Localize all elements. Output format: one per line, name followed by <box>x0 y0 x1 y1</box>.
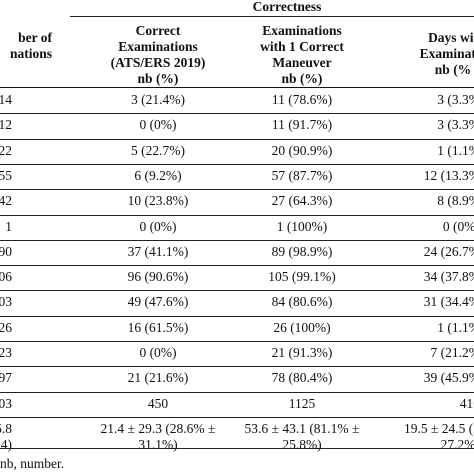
table-cell: 21 (21.6%) <box>127 370 189 386</box>
table-cell: 97 <box>0 370 12 386</box>
column-header-line: Examinations <box>118 39 198 54</box>
row-divider <box>0 416 474 418</box>
row-divider <box>0 315 474 317</box>
column-header-line: Days wit <box>428 30 474 45</box>
table-cell: 34 (37.8% <box>423 269 474 285</box>
table-cell: 12 (13.3% <box>423 167 474 183</box>
summary-cell-line: 2.4) <box>0 436 12 452</box>
table-cell: 1 (100%) <box>276 218 328 234</box>
table-cell: 410 <box>459 395 474 411</box>
table-cell: 1 <box>5 218 12 234</box>
table-cell: 1125 <box>288 395 316 411</box>
table-cell: 11 (91.7%) <box>271 117 333 133</box>
table-cell: 0 (0%) <box>139 117 177 133</box>
table-cell: 6 (9.2%) <box>134 167 182 183</box>
table-cell: 26 <box>0 319 12 335</box>
table-cell: 84 (80.6%) <box>271 294 333 310</box>
footnote: nb, number. <box>0 456 65 471</box>
table-cell: 23 <box>0 345 12 360</box>
table-cell: 89 (98.9%) <box>271 243 333 259</box>
table-cell: 10 (23.8%) <box>127 193 189 209</box>
table-cell: 12 <box>0 117 12 133</box>
table-cell: 90 <box>0 243 12 259</box>
table-cell: 39 (45.9% <box>423 370 474 386</box>
table-cell: 105 (99.1%) <box>268 269 336 285</box>
table-cell: 3 (21.4%) <box>131 92 185 107</box>
summary-cell-line: 27.2%) <box>440 436 474 452</box>
summary-cell-line: 19.5 ± 24.5 (2 <box>403 420 474 436</box>
row-divider <box>0 239 474 241</box>
summary-cell-line: 21.4 ± 29.3 (28.6% ± <box>100 420 216 436</box>
column-header-line: Maneuver <box>272 55 332 70</box>
row-divider <box>0 214 474 216</box>
table-cell: 27 (64.3%) <box>271 193 333 209</box>
column-header-line: nations <box>9 46 52 61</box>
column-header-3: Days witExaminationb (% <box>398 30 474 78</box>
table-cell: 403 <box>0 395 12 411</box>
table-cell: 1 (1.1% <box>437 142 474 158</box>
column-header-line: with 1 Correct <box>260 39 344 54</box>
table-cell: 55 <box>0 167 12 183</box>
column-header-line: (ATS/ERS 2019) <box>110 55 206 70</box>
table-cell: 11 (78.6%) <box>271 92 333 107</box>
column-header-line: nb (% <box>434 62 472 77</box>
table-cell: 20 (90.9%) <box>271 142 333 158</box>
row-divider <box>0 341 474 342</box>
table-cell: 21 (91.3%) <box>271 345 333 360</box>
table-cell: 22 <box>0 142 12 158</box>
table-cell: 37 (41.1%) <box>127 243 189 259</box>
table-cell: 24 (26.7% <box>423 243 474 259</box>
table-cell: 3 (3.3% <box>437 117 474 133</box>
row-divider <box>0 290 474 292</box>
table-cell: 16 (61.5%) <box>127 319 189 335</box>
column-header-line: nb (%) <box>281 71 323 86</box>
row-divider <box>0 163 474 165</box>
table-cell: 03 <box>0 294 12 310</box>
row-divider <box>0 189 474 191</box>
summary-cell-line: 25.8%) <box>282 436 322 452</box>
table-cell: 450 <box>147 395 169 411</box>
table-cell: 42 <box>0 193 12 209</box>
table-cell: 7 (21.2% <box>430 345 474 360</box>
column-header-2: Examinations with 1 Correct Maneuver nb (%) <box>227 23 377 87</box>
group-header-rule <box>70 16 474 17</box>
table-cell: 06 <box>0 269 12 285</box>
table-bottom-rule <box>0 448 474 449</box>
table-cell: 78 (80.4%) <box>271 370 333 386</box>
summary-cell-line: 31.1%) <box>138 436 178 452</box>
table-cell: 26 (100%) <box>273 319 331 335</box>
group-header-correctness: Correctness <box>252 0 322 14</box>
column-header-line: ber of <box>18 30 52 45</box>
table-cell: 57 (87.7%) <box>271 167 333 183</box>
table-cell: 96 (90.6%) <box>127 269 189 285</box>
table-cell: 31 (34.4% <box>423 294 474 310</box>
table-cell: 1 (1.1% <box>437 319 474 335</box>
row-divider <box>0 391 474 393</box>
table-cell: 8 (8.9% <box>437 193 474 209</box>
table-cell: 49 (47.6%) <box>127 294 189 310</box>
column-header-line: Examinations <box>262 23 342 38</box>
summary-cell-line: 5.8 <box>0 420 12 436</box>
header-bottom-rule <box>0 87 474 88</box>
table-cell: 0 (0%) <box>139 345 177 360</box>
table-cell: 0 (0%) <box>442 218 474 234</box>
row-divider <box>0 366 474 368</box>
column-header-line: nb (%) <box>137 71 179 86</box>
table-cell: 14 <box>0 92 12 107</box>
column-header-0: ber of nations <box>0 30 52 62</box>
table-cell: 0 (0%) <box>139 218 177 234</box>
summary-cell-line: 53.6 ± 43.1 (81.1% ± <box>244 420 360 436</box>
column-header-1: Correct Examinations (ATS/ERS 2019) nb (%) <box>73 23 243 87</box>
row-divider <box>0 265 474 267</box>
table-cell: 5 (22.7%) <box>131 142 185 158</box>
column-header-line: Correct <box>135 23 181 38</box>
table-cell: 3 (3.3% <box>437 92 474 107</box>
column-header-line: Examinatio <box>419 46 474 61</box>
row-divider <box>0 138 474 140</box>
row-divider <box>0 113 474 115</box>
